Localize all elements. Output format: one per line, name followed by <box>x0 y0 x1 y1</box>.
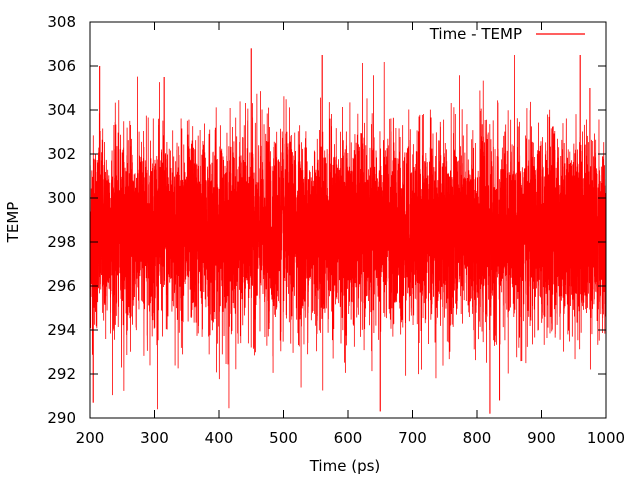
y-tick-label: 308 <box>47 13 76 31</box>
y-tick-label: 298 <box>47 233 76 251</box>
x-tick-label: 300 <box>140 429 169 447</box>
x-tick-label: 800 <box>463 429 492 447</box>
y-tick-label: 294 <box>47 321 76 339</box>
x-tick-label: 900 <box>527 429 556 447</box>
x-tick-label: 400 <box>205 429 234 447</box>
legend-label: Time - TEMP <box>429 25 522 43</box>
x-tick-label: 700 <box>398 429 427 447</box>
series-line-time-temp <box>89 48 607 414</box>
y-tick-label: 302 <box>47 145 76 163</box>
y-tick-label: 290 <box>47 409 76 427</box>
x-tick-label: 600 <box>334 429 363 447</box>
x-tick-label: 1000 <box>587 429 625 447</box>
legend: Time - TEMP <box>429 25 585 43</box>
series-layer <box>89 48 607 414</box>
ticks-layer: 200 300 400 500 600 700 800 900 1000 290 292 294 296… <box>47 13 625 447</box>
y-tick-label: 304 <box>47 101 76 119</box>
y-tick-label: 306 <box>47 57 76 75</box>
x-tick-label: 500 <box>269 429 298 447</box>
y-tick-label: 292 <box>47 365 76 383</box>
x-axis-label: Time (ps) <box>309 457 381 475</box>
x-tick-label: 200 <box>76 429 105 447</box>
y-axis-label: TEMP <box>4 202 22 244</box>
y-tick-label: 300 <box>47 189 76 207</box>
y-tick-label: 296 <box>47 277 76 295</box>
